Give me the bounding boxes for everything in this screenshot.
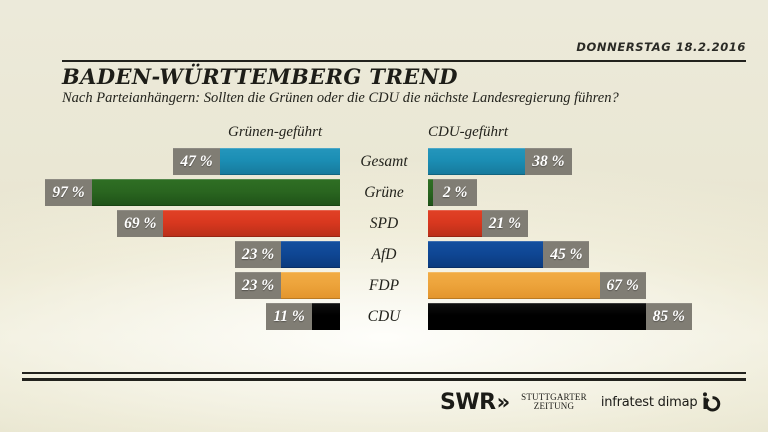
sz-line-1: STUTTGARTER [521,391,587,402]
bar-segment-right [428,241,544,268]
bar-left-gesamt: 47 % [0,148,340,175]
bar-segment-right [428,148,526,175]
category-label: Gesamt [360,152,408,170]
bar-segment-left [311,303,340,330]
swr-logo: SWR » [440,389,510,415]
bar-right-cdu: 85 % [428,303,768,330]
column-caption-left: Grünen-geführt [228,124,323,140]
value-label-left: 11 % [266,303,312,330]
bar-segment-left [219,148,340,175]
bar-right-fdp: 67 % [428,272,768,299]
page-subtitle: Nach Parteianhängern: Sollten die Grünen… [62,90,619,106]
footer-divider-lower [22,378,746,381]
bar-left-spd: 69 % [0,210,340,237]
bar-segment-left [163,210,340,237]
chart-row: 97 % Grüne 2 % [0,177,768,208]
category-label: AfD [371,245,397,263]
infratest-dimap-wordmark: infratest dimap [600,394,698,410]
bar-right-afd: 45 % [428,241,768,268]
bar-chart-rows: 47 % Gesamt 38 % 97 % Grüne 2 % 69 % SPD 21 % 23 … [0,146,768,332]
stuttgarter-zeitung-logo: STUTTGARTER ZEITUNG [521,391,587,412]
bar-right-grüne: 2 % [428,179,768,206]
bar-right-gesamt: 38 % [428,148,768,175]
page-title: BADEN-WÜRTTEMBERG TREND [62,64,458,89]
bar-right-spd: 21 % [428,210,768,237]
bar-segment-left [91,179,340,206]
value-label-right: 85 % [645,303,692,330]
footer-divider-upper [22,372,746,374]
bar-left-grüne: 97 % [0,179,340,206]
footer-logos: SWR » STUTTGARTER ZEITUNG infratest dima… [440,385,722,419]
bar-left-afd: 23 % [0,241,340,268]
category-label: FDP [368,276,400,294]
chart-row: 47 % Gesamt 38 % [0,146,768,177]
bar-left-fdp: 23 % [0,272,340,299]
chart-row: 69 % SPD 21 % [0,208,768,239]
value-label-left: 69 % [117,210,164,237]
chart-row: 11 % CDU 85 % [0,301,768,332]
column-caption-right: CDU-geführt [428,124,508,140]
chart-row: 23 % AfD 45 % [0,239,768,270]
value-label-left: 97 % [45,179,92,206]
value-label-left: 23 % [234,241,282,268]
bar-segment-right [428,272,600,299]
bar-segment-right [428,179,434,206]
infratest-dimap-logo: infratest dimap [601,392,723,412]
value-label-left: 23 % [234,272,282,299]
category-label: CDU [367,307,401,325]
value-label-left: 47 % [173,148,220,175]
infratest-dimap-mark-icon [702,392,722,412]
value-label-right: 21 % [481,210,529,237]
bar-segment-left [281,272,340,299]
swr-wordmark: SWR [440,389,496,415]
chevron-right-icon: » [496,390,510,414]
header-divider [62,60,746,62]
value-label-right: 67 % [599,272,646,299]
bar-segment-right [428,210,482,237]
value-label-right: 45 % [543,241,590,268]
category-label: SPD [369,214,399,232]
bar-left-cdu: 11 % [0,303,340,330]
category-label: Grüne [364,183,404,201]
sz-line-2: ZEITUNG [533,401,575,411]
chart-row: 23 % FDP 67 % [0,270,768,301]
value-label-right: 38 % [525,148,572,175]
publication-date: DONNERSTAG 18.2.2016 [576,40,746,54]
bar-segment-right [428,303,646,330]
value-label-right: 2 % [433,179,478,206]
bar-segment-left [281,241,340,268]
